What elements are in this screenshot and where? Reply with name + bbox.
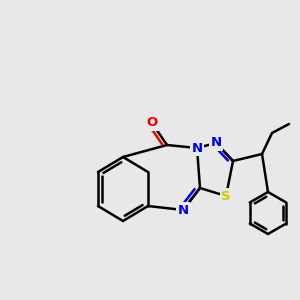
Text: S: S [221, 190, 231, 202]
Text: N: N [191, 142, 203, 154]
Text: N: N [177, 203, 189, 217]
Text: O: O [146, 116, 158, 130]
Text: N: N [210, 136, 222, 149]
